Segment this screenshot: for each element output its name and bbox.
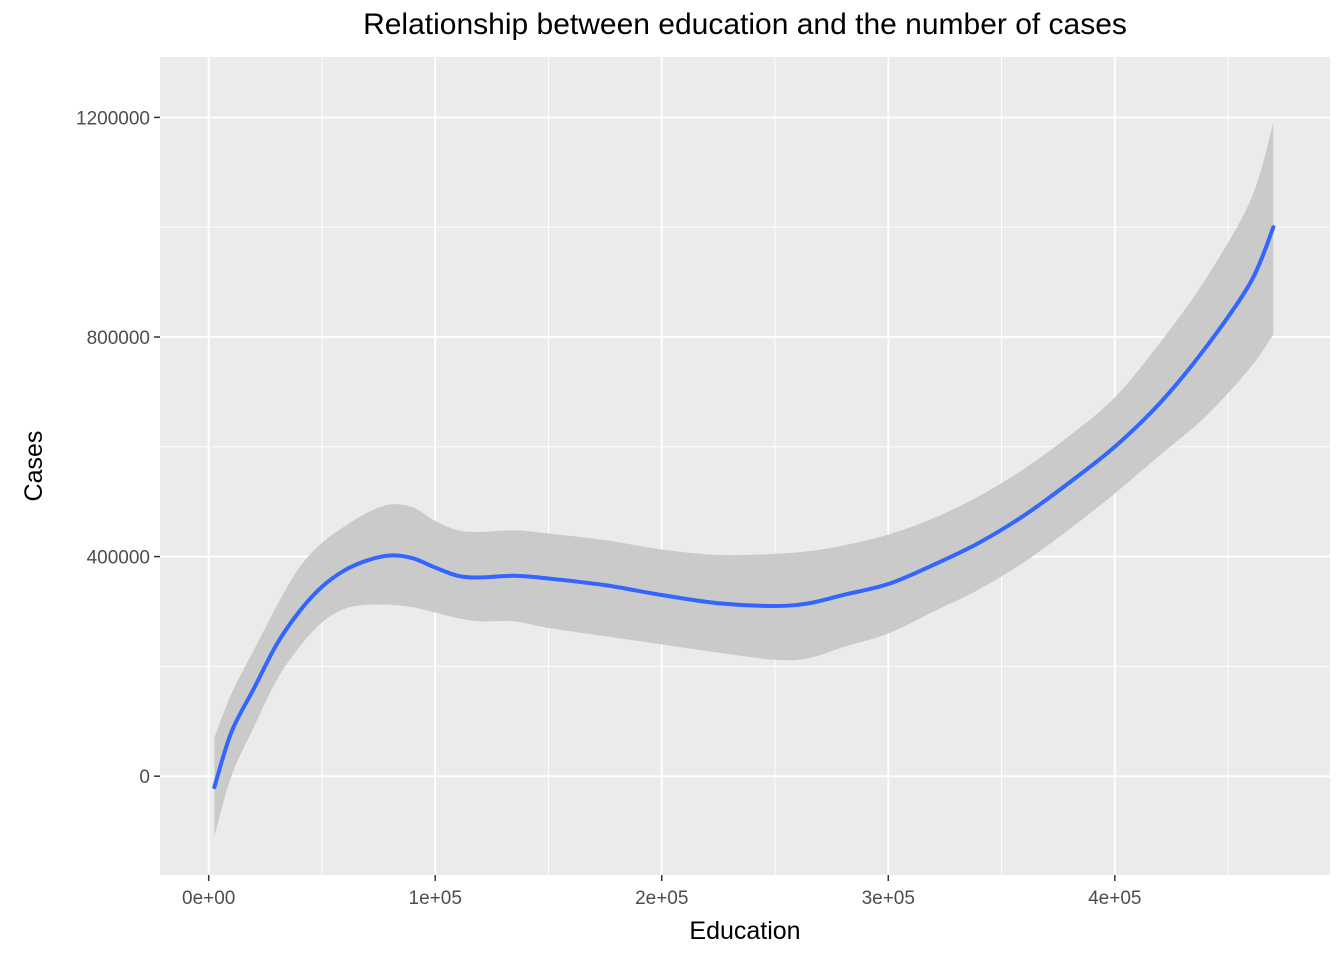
- plot-panel: [160, 57, 1330, 875]
- y-tick-label: 0: [139, 767, 150, 788]
- x-axis-ticks: 0e+00 1e+05 2e+05 3e+05 4e+05: [182, 875, 1141, 909]
- chart-title: Relationship between education and the n…: [363, 8, 1127, 41]
- x-tick-label: 1e+05: [409, 888, 462, 909]
- x-tick-label: 0e+00: [182, 888, 235, 909]
- confidence-ribbon: [214, 122, 1274, 837]
- x-tick-label: 4e+05: [1088, 888, 1141, 909]
- smooth-line: [212, 225, 1276, 790]
- y-axis-title: Cases: [20, 431, 48, 502]
- y-tick-label: 1200000: [76, 108, 150, 129]
- y-axis-ticks: 0 400000 800000 1200000: [76, 108, 160, 788]
- x-tick-label: 3e+05: [862, 888, 915, 909]
- x-tick-label: 2e+05: [635, 888, 688, 909]
- y-tick-label: 400000: [87, 548, 150, 569]
- y-tick-label: 800000: [87, 328, 150, 349]
- x-axis-title: Education: [689, 917, 800, 945]
